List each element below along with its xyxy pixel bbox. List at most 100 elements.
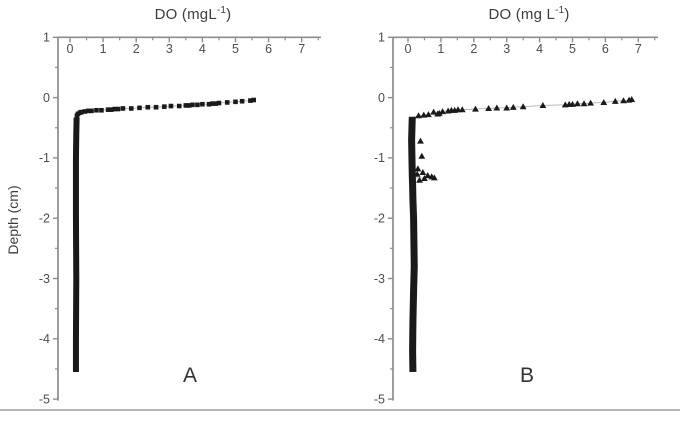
y-tick-label: -5 [374, 392, 385, 406]
x-tick-label: 4 [536, 42, 543, 56]
y-tick-label: -2 [39, 212, 50, 226]
square-marker [183, 103, 189, 108]
square-marker [94, 107, 99, 113]
y-tick-label: -2 [374, 212, 385, 226]
panel-a-plot: 0 1 2 3 4 5 6 7 1 0 -1 -2 -3 -4 -5 [39, 31, 321, 406]
panel-a-title-superscript: -1 [216, 5, 227, 16]
triangle-marker [458, 106, 466, 113]
x-tick-label: 2 [470, 42, 477, 56]
square-marker [251, 97, 257, 103]
square-marker [153, 104, 159, 110]
triangle-marker [493, 104, 501, 111]
triangle-marker [580, 100, 588, 107]
x-tick-label: 0 [67, 42, 74, 56]
triangle-marker [574, 100, 581, 107]
triangle-marker [587, 99, 594, 106]
triangle-marker [600, 99, 608, 106]
x-tick-label: 4 [199, 42, 206, 56]
triangle-marker [539, 102, 547, 109]
square-marker [137, 105, 142, 111]
triangle-marker [417, 137, 424, 144]
y-tick-label: -3 [39, 272, 50, 286]
square-marker [239, 98, 245, 104]
square-marker [99, 107, 104, 113]
panel-b-title-main: DO (mg L [488, 6, 556, 23]
y-tick-label: -3 [374, 272, 385, 286]
x-tick-label: 1 [100, 42, 107, 56]
triangle-marker [420, 111, 428, 118]
y-tick-label: 1 [378, 31, 385, 45]
panel-a-title-close: ) [226, 6, 232, 23]
triangle-marker [439, 108, 446, 115]
x-tick-label: 5 [232, 42, 239, 56]
square-marker [74, 113, 80, 118]
square-marker [200, 101, 205, 107]
square-marker [224, 100, 230, 105]
square-marker [112, 106, 117, 112]
triangle-marker [415, 112, 422, 119]
profile-connector-line [411, 98, 632, 372]
triangle-marker [413, 170, 421, 177]
deep-profile-band [72, 117, 80, 372]
square-marker [85, 108, 91, 114]
square-marker [210, 101, 215, 106]
panel-b-letter: B [519, 364, 535, 387]
panel-a-title-main: DO (mgL [154, 6, 217, 23]
x-tick-label: 5 [569, 42, 576, 56]
triangle-marker [472, 105, 479, 112]
y-tick-label: -1 [374, 151, 385, 165]
x-tick-label: 7 [298, 42, 305, 56]
panel-b-title-close: ) [564, 6, 570, 23]
x-tick-label: 0 [405, 42, 412, 56]
triangle-marker [424, 171, 432, 178]
triangle-marker [620, 97, 627, 104]
panel-b-plot: 0 1 2 3 4 5 6 7 1 0 -1 -2 -3 -4 -5 [374, 31, 658, 406]
square-marker [128, 106, 134, 111]
triangle-marker [485, 105, 493, 112]
panel-b-title-superscript: -1 [555, 5, 565, 16]
y-tick-label: -1 [39, 151, 50, 165]
depth-axis-label: Depth (cm) [5, 185, 21, 255]
triangle-marker [424, 111, 432, 118]
triangle-marker [419, 168, 427, 175]
profile-connector-line [75, 99, 254, 372]
square-marker [213, 101, 218, 106]
square-marker [233, 99, 238, 105]
square-marker [216, 100, 222, 106]
triangle-marker [418, 152, 426, 159]
deep-profile-band [408, 116, 418, 373]
triangle-marker [565, 100, 573, 107]
triangle-marker [561, 101, 569, 108]
x-tick-label: 7 [635, 42, 642, 56]
panel-a-x-axis-title: DO (mgL-1) [155, 5, 232, 23]
x-tick-label: 6 [265, 42, 272, 56]
x-tick-label: 2 [133, 42, 140, 56]
square-marker [206, 101, 212, 107]
y-tick-label: 0 [378, 91, 385, 105]
x-tick-label: 3 [166, 42, 173, 56]
x-tick-label: 1 [437, 42, 444, 56]
square-marker [168, 103, 174, 109]
triangle-marker [509, 103, 517, 110]
y-tick-label: 0 [43, 91, 50, 105]
triangle-marker [416, 176, 423, 183]
y-tick-label: -5 [39, 392, 50, 406]
panel-a-letter: A [182, 364, 198, 387]
triangle-marker [430, 174, 438, 181]
page-rule [0, 409, 680, 411]
square-marker [195, 102, 200, 108]
square-marker [162, 104, 167, 109]
triangle-marker [611, 97, 619, 104]
triangle-marker [421, 175, 428, 182]
y-tick-label: -4 [39, 332, 50, 346]
x-tick-label: 6 [602, 42, 609, 56]
square-marker [89, 108, 94, 114]
y-tick-label: 1 [43, 31, 50, 45]
x-tick-label: 3 [503, 42, 510, 56]
square-marker [248, 98, 253, 103]
triangle-marker [625, 96, 633, 103]
square-marker [190, 102, 195, 108]
triangle-marker [434, 110, 442, 117]
